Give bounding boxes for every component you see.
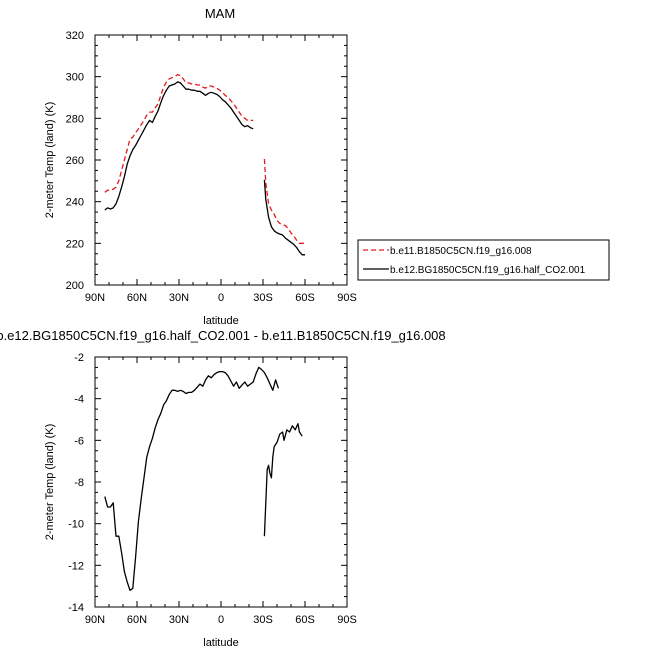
- y-tick-label: 200: [66, 280, 84, 292]
- series-1-line-segment-2: [263, 423, 303, 537]
- legend-box: [357, 239, 610, 281]
- y-tick-label: -8: [74, 477, 84, 489]
- top-chart-title: MAM: [205, 6, 235, 21]
- y-tick-label: -4: [74, 394, 84, 406]
- x-tick-label: 30N: [169, 614, 189, 626]
- y-tick-label: -10: [68, 519, 84, 531]
- series-2-line-segment-1: [104, 81, 254, 211]
- x-tick-label: 60S: [295, 292, 315, 304]
- top-y-axis-label: 2-meter Temp (land) (K): [44, 102, 56, 219]
- bottom-series-lines: [104, 366, 303, 591]
- bottom-ticks: 90N 60N 30N 0 30S 60S 90S -14 -12 -10 -8 -6 -4 -2: [68, 352, 357, 626]
- series-1-line-segment-2: [263, 158, 305, 244]
- x-tick-label: 30N: [169, 292, 189, 304]
- series-1-line-segment-1: [104, 73, 254, 193]
- x-tick-label: 60N: [127, 292, 147, 304]
- legend-label-series-1: b.e11.B1850C5CN.f19_g16.008: [390, 246, 532, 257]
- legend: b.e11.B1850C5CN.f19_g16.008 b.e12.BG1850…: [357, 239, 610, 281]
- y-tick-label: 320: [66, 30, 84, 42]
- series-1-line-segment-1: [104, 366, 280, 591]
- y-tick-label: -14: [68, 602, 84, 614]
- x-tick-label: 0: [218, 614, 224, 626]
- x-tick-label: 60S: [295, 614, 315, 626]
- y-tick-label: -2: [74, 352, 84, 364]
- y-tick-label: 220: [66, 238, 84, 250]
- x-tick-label: 90S: [337, 614, 357, 626]
- top-ticks: 90N 60N 30N 0 30S 60S 90S 200 220 240 260 280 300 320: [66, 30, 357, 304]
- x-tick-label: 30S: [253, 614, 273, 626]
- bottom-x-axis-label: latitude: [203, 637, 238, 649]
- bottom-chart-title: b.e12.BG1850C5CN.f19_g16.half_CO2.001 - …: [0, 328, 446, 343]
- bottom-y-axis-label: 2-meter Temp (land) (K): [44, 424, 56, 541]
- y-tick-label: 260: [66, 155, 84, 167]
- top-series-lines: [104, 73, 305, 256]
- bottom-panel: b.e12.BG1850C5CN.f19_g16.half_CO2.001 - …: [0, 328, 446, 649]
- y-tick-label: -6: [74, 435, 84, 447]
- x-tick-label: 90N: [85, 292, 105, 304]
- top-x-axis-label: latitude: [203, 315, 238, 327]
- x-tick-label: 90S: [337, 292, 357, 304]
- y-tick-label: 240: [66, 197, 84, 209]
- x-tick-label: 0: [218, 292, 224, 304]
- top-panel: MAM 90N 60N 30N 0 30S 60S 90S 200 220 240 260 280 30…: [44, 6, 610, 327]
- x-tick-label: 30S: [253, 292, 273, 304]
- top-plot-frame: [94, 34, 348, 286]
- x-tick-label: 90N: [85, 614, 105, 626]
- series-2-line-segment-2: [263, 179, 305, 256]
- y-tick-label: -12: [68, 560, 84, 572]
- bottom-plot-frame: [94, 356, 348, 608]
- y-tick-label: 280: [66, 113, 84, 125]
- legend-label-series-2: b.e12.BG1850C5CN.f19_g16.half_CO2.001: [390, 265, 586, 276]
- y-tick-label: 300: [66, 72, 84, 84]
- x-tick-label: 60N: [127, 614, 147, 626]
